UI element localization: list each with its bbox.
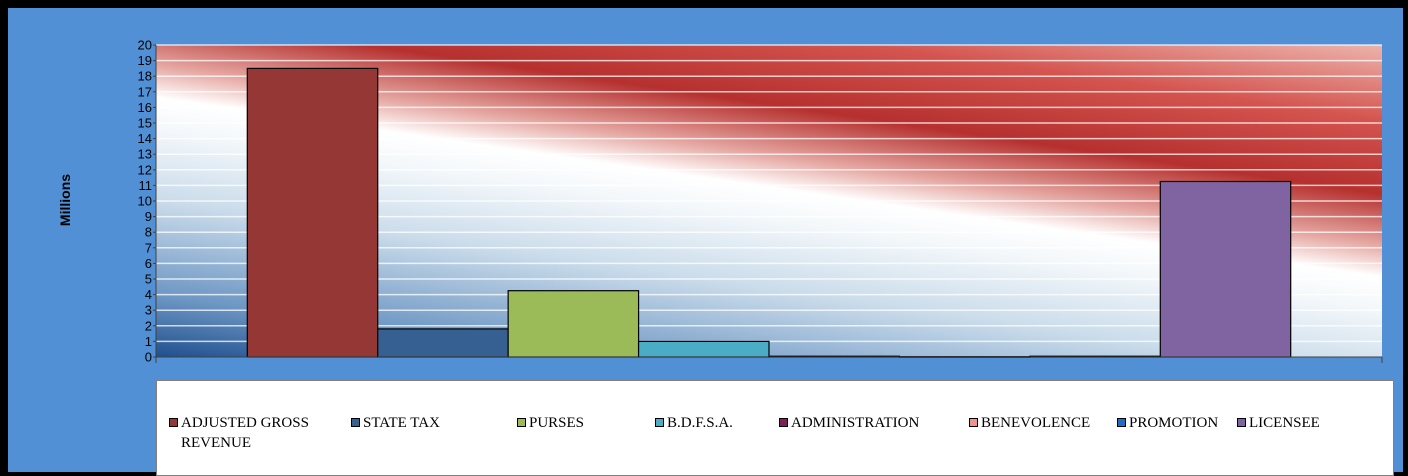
y-tick-label: 17 bbox=[138, 84, 152, 99]
legend-item: ADJUSTED GROSS REVENUE bbox=[169, 413, 329, 453]
legend-label: PROMOTION bbox=[1129, 415, 1219, 431]
legend-swatch bbox=[517, 418, 526, 427]
y-tick-label: 3 bbox=[145, 303, 152, 318]
y-tick-label: 12 bbox=[138, 162, 152, 177]
y-tick-label: 15 bbox=[138, 116, 152, 131]
y-tick-label: 2 bbox=[145, 318, 152, 333]
y-tick-label: 1 bbox=[145, 334, 152, 349]
y-tick-label: 0 bbox=[145, 350, 152, 365]
legend-label: LICENSEE bbox=[1249, 415, 1320, 431]
y-tick-label: 8 bbox=[145, 225, 152, 240]
y-tick-label: 19 bbox=[138, 53, 152, 68]
bar bbox=[1159, 180, 1292, 358]
legend-item: PROMOTION bbox=[1117, 413, 1232, 433]
bar bbox=[507, 290, 640, 358]
legend-label: ADJUSTED GROSS REVENUE bbox=[181, 415, 309, 451]
legend-item: B.D.F.S.A. bbox=[655, 413, 775, 433]
y-tick-label: 16 bbox=[138, 100, 152, 115]
bars bbox=[246, 67, 1292, 358]
legend-item: STATE TAX bbox=[351, 413, 501, 433]
legend-swatch bbox=[1117, 418, 1126, 427]
legend-item: PURSES bbox=[517, 413, 647, 433]
y-tick-label: 14 bbox=[138, 131, 152, 146]
legend-swatch bbox=[1237, 418, 1246, 427]
y-tick-label: 7 bbox=[145, 240, 152, 255]
legend-label: B.D.F.S.A. bbox=[667, 415, 733, 431]
legend-item: LICENSEE bbox=[1237, 413, 1357, 433]
legend-swatch bbox=[351, 418, 360, 427]
y-tick-label: 5 bbox=[145, 272, 152, 287]
legend-swatch bbox=[779, 418, 788, 427]
bar bbox=[637, 340, 770, 358]
chart-frame: 0 1 2 3 4 5 6 7 8 9 10 11 12 13 14 15 16 17 18 19 20 Million… bbox=[8, 8, 1403, 476]
bar bbox=[377, 328, 509, 358]
axes bbox=[153, 44, 1383, 363]
y-tick-label: 6 bbox=[145, 256, 152, 271]
legend-label: BENEVOLENCE bbox=[981, 415, 1091, 431]
legend-swatch bbox=[969, 418, 978, 427]
bar bbox=[246, 67, 379, 358]
legend-label: ADMINISTRATION bbox=[791, 415, 920, 431]
legend-label: STATE TAX bbox=[363, 415, 440, 431]
y-tick-label: 4 bbox=[145, 287, 152, 302]
y-tick-label: 18 bbox=[138, 69, 152, 84]
y-axis-label: Millions bbox=[57, 174, 73, 226]
legend-swatch bbox=[655, 418, 664, 427]
y-tick-label: 20 bbox=[138, 38, 152, 53]
y-tick-label: 13 bbox=[138, 147, 152, 162]
legend-swatch bbox=[169, 418, 178, 427]
y-tick-label: 11 bbox=[139, 178, 153, 193]
y-tick-label: 9 bbox=[145, 209, 152, 224]
y-tick-label: 10 bbox=[138, 194, 152, 209]
legend: ADJUSTED GROSS REVENUE STATE TAX PURSES B.D… bbox=[156, 380, 1394, 476]
legend-item: BENEVOLENCE bbox=[969, 413, 1114, 433]
legend-label: PURSES bbox=[529, 415, 585, 431]
legend-item: ADMINISTRATION bbox=[779, 413, 964, 433]
